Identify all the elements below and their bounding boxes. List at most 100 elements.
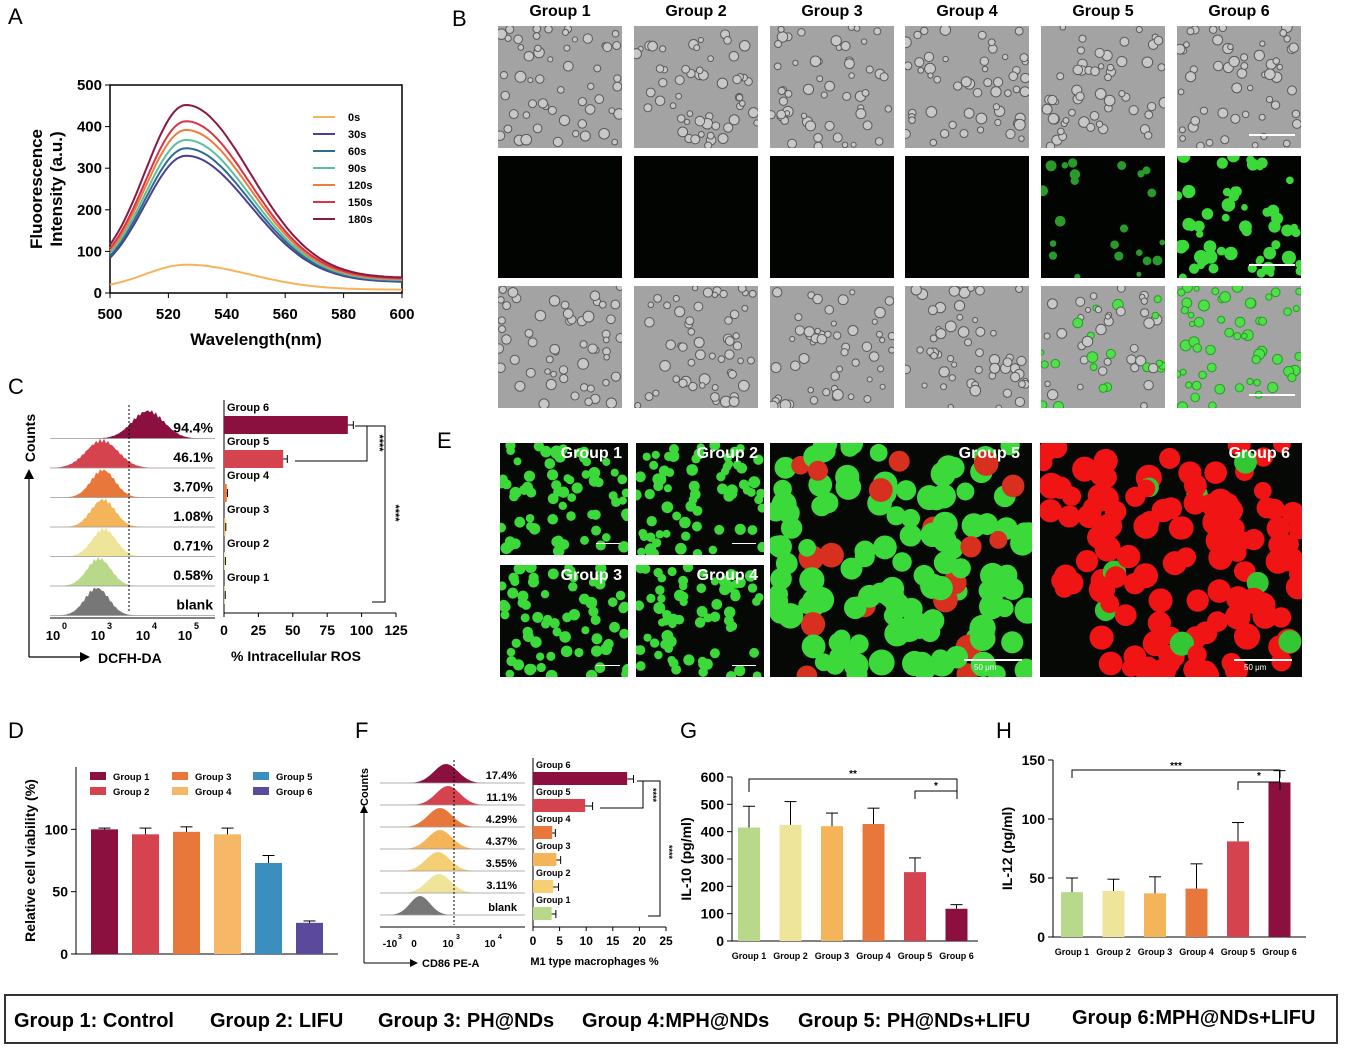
y-tick-label: 0 <box>60 946 68 962</box>
histogram-percent-label: 11.1% <box>486 792 517 804</box>
stain-cells <box>636 565 764 677</box>
legend-label-3: Group 3 <box>195 772 231 783</box>
sig-label-2: * <box>934 781 938 792</box>
y-tick-label: 50 <box>1029 870 1045 886</box>
stain-tile-label: Group 1 <box>560 445 622 462</box>
bar-category-label: Group 4 <box>536 814 571 824</box>
x-tick-label: 500 <box>97 306 122 323</box>
histogram-percent-label: 4.29% <box>486 814 517 826</box>
x-tick-label: 520 <box>156 306 181 323</box>
stain-tile-3: Group 3 <box>500 565 628 677</box>
bar-0 <box>224 416 348 434</box>
bar-1 <box>1102 890 1125 937</box>
x-arrow-head <box>80 652 90 662</box>
group-legend: Group 1: Control Group 2: LIFU Group 3: … <box>4 994 1338 1044</box>
bar-x-tick-label: 0 <box>220 622 228 638</box>
panel-label-c: C <box>8 374 24 399</box>
sig-bracket-2 <box>1237 781 1281 790</box>
panel-label-f: F <box>355 718 369 743</box>
histogram-3 <box>380 830 525 849</box>
micrograph-r1-c3 <box>770 26 894 148</box>
y-tick-label: 100 <box>77 243 102 260</box>
legend-label-180s: 180s <box>348 214 372 226</box>
stain-tile-4: Group 4 <box>636 565 764 677</box>
scale-bar <box>1249 264 1295 266</box>
bar-0 <box>738 827 760 941</box>
bar-category-label: Group 6 <box>227 402 269 414</box>
histogram-6 <box>50 587 215 616</box>
x-tick-label: 10 <box>136 628 150 643</box>
x-tick-label: Group 3 <box>1138 947 1173 957</box>
stain-tile-label: Group 3 <box>560 567 622 584</box>
bar-category-label: Group 5 <box>227 436 269 448</box>
y-tick-label: 400 <box>77 119 102 136</box>
scale-bar <box>596 543 620 544</box>
micrograph-cells <box>770 26 893 148</box>
x-tick-label: 10 <box>442 939 454 950</box>
legend-swatch-2 <box>90 787 106 795</box>
legend-group-3: Group 3: PH@NDs <box>378 1010 555 1032</box>
y-tick-label: 50 <box>52 884 68 900</box>
sig-bracket-2 <box>360 425 386 603</box>
bar-x-tick-label: 20 <box>633 934 647 948</box>
micrograph-r2-c4 <box>905 156 1029 278</box>
micrograph-r1-c5 <box>1041 26 1165 148</box>
sig-label-2: **** <box>389 504 401 522</box>
series-line-90s <box>109 138 403 281</box>
bar-5 <box>945 908 968 941</box>
x-tick-exponent: 3 <box>398 934 402 941</box>
y-tick-label: 0 <box>1037 929 1045 945</box>
micrograph-cells <box>770 156 894 278</box>
bar-x-tick-label: 10 <box>580 934 594 948</box>
y-tick-label: 300 <box>701 851 725 867</box>
bar-x-tick-label: 5 <box>556 934 563 948</box>
scale-bar <box>964 659 1022 661</box>
scale-bar <box>732 665 756 666</box>
group-title-2: Group 2 <box>665 3 727 20</box>
histogram-5 <box>380 874 525 893</box>
micrograph-cells <box>498 26 622 148</box>
micrograph-cells <box>498 156 622 278</box>
bar-3 <box>214 834 241 954</box>
legend-group-6: Group 6:MPH@NDs+LIFU <box>1072 1007 1316 1029</box>
x-tick-exponent: 3 <box>107 621 112 631</box>
bar-4 <box>904 872 926 941</box>
y-axis-title-1: Fluoorescence <box>27 129 46 249</box>
y-arrow-head <box>24 469 34 479</box>
legend-label-2: Group 2 <box>113 787 149 798</box>
bar-3 <box>862 824 885 941</box>
y-tick-label: 200 <box>701 878 725 894</box>
histogram-percent-label: 3.70% <box>173 479 213 495</box>
legend-swatch-5 <box>253 772 269 780</box>
x-tick-label: 600 <box>389 306 414 323</box>
legend-group-2: Group 2: LIFU <box>210 1010 344 1032</box>
y-axis-title: Relative cell viability (%) <box>22 779 38 942</box>
legend-label-6: Group 6 <box>276 787 312 798</box>
bar-5 <box>296 922 323 954</box>
il10-bar-chart: 0 100 200 300 400 500 600 IL-10 (pg/ml) Group 1 G… <box>678 769 978 961</box>
micrograph-cells <box>1177 26 1301 148</box>
bar-1 <box>132 834 159 954</box>
stain-tile-label: Group 4 <box>696 567 758 584</box>
x-tick-exponent: 5 <box>194 621 199 631</box>
x-tick-label: Group 1 <box>732 951 767 961</box>
x-tick-exponent: 3 <box>456 934 460 941</box>
scale-bar <box>1249 394 1295 396</box>
histogram-percent-label: 0.71% <box>173 538 213 554</box>
histogram-percent-label: 0.58% <box>173 567 213 583</box>
bar-5 <box>224 586 225 604</box>
micrograph-r1-c1 <box>498 26 622 148</box>
stain-cells <box>1040 443 1302 677</box>
micrograph-r3-c3 <box>770 286 894 408</box>
stain-tile-6: Group 6 50 μm <box>1040 443 1302 677</box>
sig-label-2: **** <box>664 845 674 860</box>
bar-3 <box>224 518 226 536</box>
histogram-5 <box>50 556 215 586</box>
group-title-5: Group 5 <box>1072 3 1134 20</box>
sig-label-1: *** <box>1170 761 1182 772</box>
legend-label-120s: 120s <box>348 180 372 192</box>
legend-label-90s: 90s <box>348 163 366 175</box>
bar-x-axis-title: M1 type macrophages % <box>530 956 659 968</box>
y-tick-label: 0 <box>94 285 102 302</box>
histogram-3 <box>50 498 215 527</box>
